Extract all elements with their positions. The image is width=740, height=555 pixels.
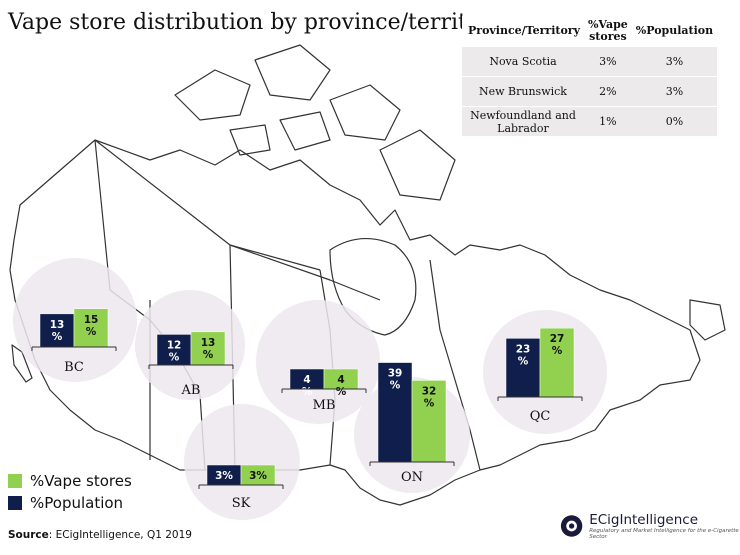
province-label: AB (181, 383, 201, 398)
table-row: New Brunswick 2% 3% (462, 76, 718, 107)
province-label: MB (313, 398, 336, 413)
table-cell-population: 3% (631, 76, 718, 107)
border-mb-top (229, 244, 381, 301)
newfoundland (689, 299, 726, 341)
legend-swatch-vape (8, 474, 22, 488)
baseline-axis (148, 364, 234, 369)
bar-population-label: 39% (388, 368, 403, 392)
province-label: SK (232, 496, 251, 511)
legend-item-vape-stores: %Vape stores (8, 470, 132, 492)
bar-vape-stores-label: 32% (422, 385, 437, 409)
table-row: Nova Scotia 3% 3% (462, 46, 718, 77)
arctic-island-2 (254, 44, 331, 101)
baseline-axis (31, 346, 117, 351)
source-label: Source (8, 529, 49, 541)
bar-population (377, 362, 413, 463)
arctic-island-3 (329, 84, 401, 141)
border-on-qc (429, 259, 481, 471)
province-table: Province/Territory %Vape stores %Populat… (462, 16, 718, 136)
province-chart-qc: 23 % 27 % QC (483, 310, 607, 434)
table-cell-population: 0% (631, 106, 718, 136)
table-row: Newfoundland and Labrador 1% 0% (462, 106, 718, 136)
brand-name: ECigIntelligence (589, 512, 699, 528)
province-label: BC (64, 360, 84, 375)
arctic-island-5 (279, 111, 331, 151)
table-header-row: Province/Territory %Vape stores %Populat… (462, 16, 718, 47)
table-cell-province: Newfoundland and Labrador (462, 106, 584, 136)
province-label: QC (530, 409, 551, 424)
bar-vape-stores (411, 380, 447, 463)
bar-population (156, 334, 192, 366)
province-chart-on: 39% 32 % ON (354, 362, 470, 493)
arctic-island-6 (229, 124, 271, 156)
arctic-island-4 (379, 129, 456, 201)
province-chart-ab: 12 % 13 % AB (135, 290, 245, 400)
legend-label-population: %Population (30, 494, 124, 512)
table-header-province: Province/Territory (462, 16, 584, 47)
brand-tagline: Regulatory and Market Intelligence for t… (589, 528, 739, 540)
bar-vape-stores-label: 13% (201, 337, 216, 361)
baseline-axis (369, 461, 455, 466)
table-header-population: %Population (631, 16, 718, 47)
baseline-axis (497, 396, 583, 401)
bar-population-label: 3% (215, 470, 233, 482)
bar-vape-stores-label: 27% (550, 333, 565, 357)
ecig-logo-icon (560, 515, 583, 537)
table-cell-vape: 1% (583, 106, 632, 136)
bar-population-label: 4% (302, 374, 313, 398)
legend-swatch-population (8, 496, 22, 510)
table-header-vape-stores: %Vape stores (583, 16, 632, 47)
source-text: : ECigIntelligence, Q1 2019 (48, 529, 192, 541)
chart-title: Vape store distribution by province/terr… (8, 10, 504, 35)
bar-population-label: 23% (516, 343, 531, 367)
canada-mainland-outline (9, 139, 701, 506)
bar-vape-stores-label: 4% (336, 374, 347, 398)
bar-vape-stores-label: 15% (84, 314, 99, 338)
province-chart-sk: 3% 3% SK (184, 404, 300, 520)
bar-vape-stores (190, 331, 226, 366)
province-chart-bc: 13 % 15 % BC (13, 258, 137, 382)
legend-item-population: %Population (8, 492, 132, 514)
bar-vape-stores (539, 327, 575, 398)
table-cell-vape: 2% (583, 76, 632, 107)
province-bubble (256, 300, 380, 424)
brand-logo: ECigIntelligence Regulatory and Market I… (560, 512, 740, 540)
chart-legend: %Vape stores %Population (8, 470, 132, 514)
baseline-axis (281, 388, 367, 393)
bar-population-label: 12% (167, 339, 182, 363)
baseline-axis (198, 484, 284, 489)
legend-label-vape: %Vape stores (30, 472, 132, 490)
source-note: Source: ECigIntelligence, Q1 2019 (8, 529, 192, 541)
province-chart-mb: 4 % 4 %MB (256, 300, 380, 424)
border-yukon (94, 139, 111, 291)
province-label: ON (401, 470, 423, 485)
vancouver-island (11, 344, 33, 383)
province-bubble (184, 404, 300, 520)
table-cell-province: Nova Scotia (462, 46, 584, 77)
arctic-island-1 (174, 69, 251, 121)
bar-population-label: 13% (50, 319, 65, 343)
bar-vape-stores-label: 3% (249, 470, 267, 482)
table-cell-province: New Brunswick (462, 76, 584, 107)
table-cell-population: 3% (631, 46, 718, 77)
table-cell-vape: 3% (583, 46, 632, 77)
